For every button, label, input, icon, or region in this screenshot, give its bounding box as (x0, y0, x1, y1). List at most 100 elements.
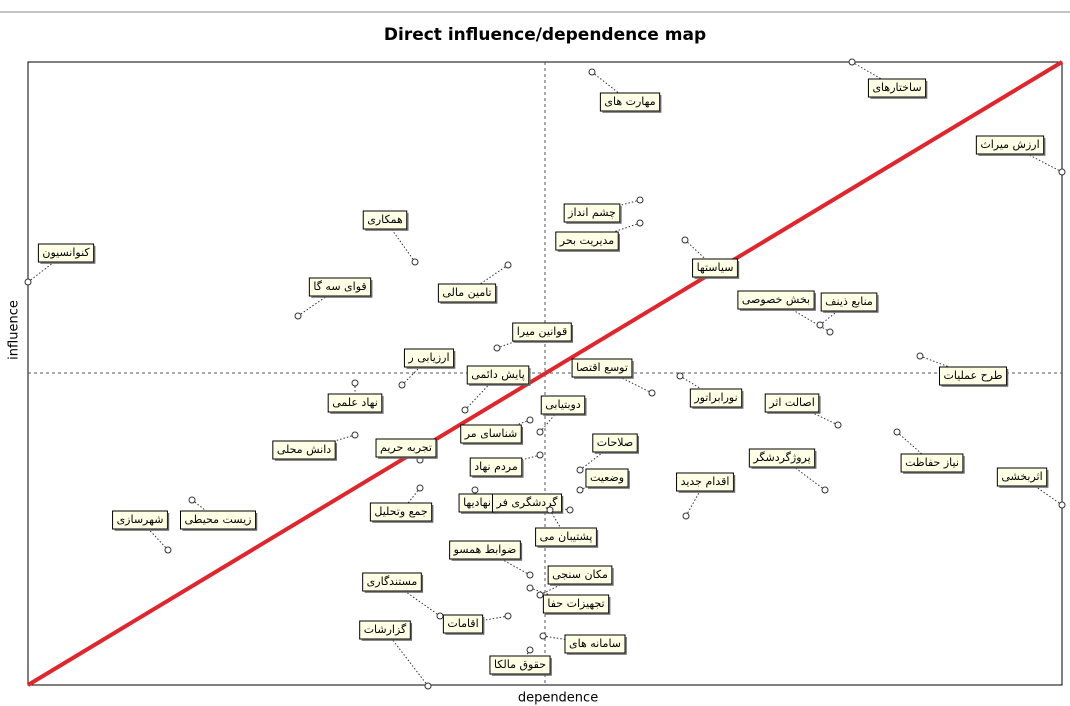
label-shadow (330, 396, 384, 414)
label-shadow (550, 568, 614, 586)
label-shadow (692, 391, 744, 409)
node-label: سیاستها (697, 261, 734, 274)
node-label: اقامات (447, 617, 478, 630)
label-box (689, 388, 743, 408)
node-label: نیاز حفاظت (905, 456, 959, 469)
label-shadow (566, 206, 622, 224)
label-shadow (406, 351, 456, 369)
label-box (737, 290, 815, 310)
node-label: جمع وتحلیل (374, 505, 427, 518)
node: گزارشات (359, 620, 432, 690)
label-box (938, 366, 1008, 386)
node-label: پشتیبان می (540, 530, 593, 543)
node-point (188, 496, 196, 504)
node-point (411, 258, 419, 266)
node-point (424, 682, 432, 690)
label-box (375, 438, 437, 458)
node-point (164, 546, 172, 554)
leader-line (495, 454, 541, 468)
label-shadow (767, 396, 821, 414)
node-point (916, 352, 924, 360)
node-label: تجربه حریم (380, 441, 432, 454)
node-label: مدیریت بحر (559, 234, 614, 247)
label-box (748, 448, 816, 468)
node: اقامات (442, 612, 512, 635)
node-point (398, 381, 406, 389)
node-label: بخش خصوصی (742, 293, 810, 306)
label-box (489, 655, 551, 675)
node-label: قوای سه گا (313, 280, 366, 293)
label-shadow (451, 543, 523, 561)
leader-line (1009, 144, 1063, 173)
node: گردشگری فر (492, 493, 574, 514)
diagonal (26, 60, 1064, 687)
label-shadow (311, 280, 373, 298)
node-label: اثربخشی (1001, 470, 1042, 483)
label-shadow (537, 530, 599, 548)
node: قوای سه گا (294, 277, 373, 320)
node-label: همکاری (367, 213, 403, 226)
node: وضعیت (576, 468, 630, 494)
node-point (536, 428, 544, 436)
label-box (599, 92, 661, 112)
node: حقوق مالکا (489, 646, 552, 676)
label-box (466, 365, 530, 385)
label-box (571, 358, 633, 378)
label-shadow (274, 443, 337, 461)
label-box (764, 393, 820, 413)
label-box (867, 78, 927, 98)
node-point (526, 416, 534, 424)
node-label: وضعیت (590, 471, 624, 484)
x-axis-label: dependence (518, 691, 598, 706)
node: پایش دائمی (461, 365, 531, 414)
node-point (526, 571, 534, 579)
label-shadow (361, 623, 413, 641)
node-label: مردم نهاد (474, 460, 518, 473)
node-label: نهادیها (463, 496, 491, 509)
node-label: نورابراتور (693, 391, 737, 404)
node-point (826, 328, 834, 336)
leader-line (462, 615, 509, 625)
node-point (461, 406, 469, 414)
node: نهاد علمی (327, 379, 384, 414)
node: ضوابط همسو (449, 540, 534, 579)
node-point (351, 431, 359, 439)
node-point (536, 451, 544, 459)
node: ارزیابی ر (398, 348, 456, 389)
label-shadow (378, 441, 438, 459)
node-point (1058, 501, 1066, 509)
label-box (542, 594, 610, 614)
node-point (821, 486, 829, 494)
node: بخش خصوصی (737, 290, 834, 336)
label-shadow (602, 95, 662, 113)
node-point (566, 506, 574, 514)
label-box (676, 472, 734, 492)
label-box (308, 277, 372, 297)
node: تامین مالی (437, 261, 512, 304)
node-point (436, 612, 444, 620)
label-shadow (462, 427, 524, 445)
label-shadow (557, 234, 620, 252)
node-label: زیست محیطی (185, 513, 252, 526)
label-box (469, 457, 523, 477)
node-point (576, 486, 584, 494)
label-box (563, 203, 621, 223)
label-box (359, 620, 411, 640)
label-shadow (594, 436, 639, 454)
node-point (1058, 168, 1066, 176)
node: همکاری (362, 210, 419, 266)
node-label: تجهیزات حفا (547, 597, 604, 610)
node-point (681, 236, 689, 244)
label-shadow (514, 325, 574, 343)
leader-line (384, 629, 429, 687)
label-shadow (903, 456, 965, 474)
node-point (294, 312, 302, 320)
node: اقدام جدید (676, 472, 736, 520)
node: چشم انداز (563, 196, 644, 224)
node-point (504, 612, 512, 620)
node-label: گردشگری فر (496, 496, 559, 509)
label-box (512, 322, 572, 342)
node-point (848, 58, 856, 66)
node-point (636, 196, 644, 204)
